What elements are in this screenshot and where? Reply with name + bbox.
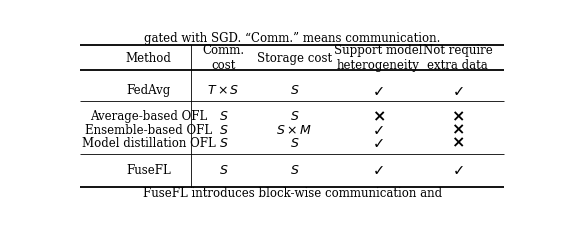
- Text: $S$: $S$: [290, 163, 299, 176]
- Text: $S$: $S$: [219, 136, 229, 149]
- Text: $\checkmark$: $\checkmark$: [372, 83, 384, 97]
- Text: $\boldsymbol{\times}$: $\boldsymbol{\times}$: [451, 108, 465, 125]
- Text: $\checkmark$: $\checkmark$: [452, 83, 463, 97]
- Text: Storage cost: Storage cost: [256, 51, 332, 64]
- Text: $\checkmark$: $\checkmark$: [372, 163, 384, 177]
- Text: $\checkmark$: $\checkmark$: [372, 123, 384, 136]
- Text: FedAvg: FedAvg: [127, 84, 170, 97]
- Text: $S \times M$: $S \times M$: [276, 123, 312, 136]
- Text: Ensemble-based OFL: Ensemble-based OFL: [85, 123, 212, 136]
- Text: $\boldsymbol{\times}$: $\boldsymbol{\times}$: [451, 121, 465, 138]
- Text: FuseFL: FuseFL: [126, 163, 171, 176]
- Text: gated with SGD. “Comm.” means communication.: gated with SGD. “Comm.” means communicat…: [144, 32, 440, 44]
- Text: $T \times S$: $T \times S$: [207, 84, 240, 97]
- Text: $S$: $S$: [219, 110, 229, 123]
- Text: $S$: $S$: [219, 163, 229, 176]
- Text: Method: Method: [125, 51, 172, 64]
- Text: $S$: $S$: [290, 84, 299, 97]
- Text: Comm.
cost: Comm. cost: [202, 44, 245, 72]
- Text: FuseFL introduces block-wise communication and: FuseFL introduces block-wise communicati…: [142, 186, 442, 199]
- Text: $\boldsymbol{\times}$: $\boldsymbol{\times}$: [451, 134, 465, 151]
- Text: Model distillation OFL: Model distillation OFL: [82, 136, 215, 149]
- Text: $S$: $S$: [219, 123, 229, 136]
- Text: $\checkmark$: $\checkmark$: [452, 163, 463, 177]
- Text: $\checkmark$: $\checkmark$: [372, 136, 384, 150]
- Text: Support model
heterogeneity: Support model heterogeneity: [334, 44, 422, 72]
- Text: Not require
extra data: Not require extra data: [423, 44, 492, 72]
- Text: Average-based OFL: Average-based OFL: [90, 110, 207, 123]
- Text: $\boldsymbol{\times}$: $\boldsymbol{\times}$: [372, 108, 385, 125]
- Text: $S$: $S$: [290, 136, 299, 149]
- Text: $S$: $S$: [290, 110, 299, 123]
